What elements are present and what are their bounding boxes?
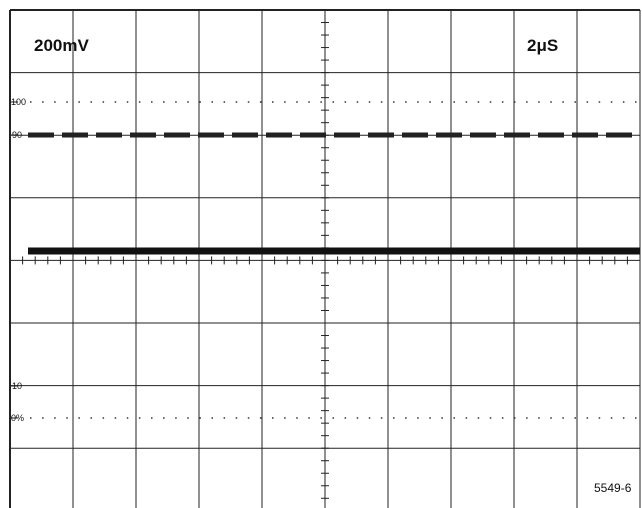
level-label: 0% (11, 413, 24, 423)
level-label: 100 (11, 97, 26, 107)
oscilloscope-screen: 200mV 2μS 100 90 10 0% 5549-6 (0, 0, 642, 508)
page: {"header": {"volts_per_div": "200mV", "t… (0, 0, 642, 508)
level-label: 10 (12, 381, 22, 391)
figure-number: 5549-6 (594, 481, 632, 495)
graticule (10, 10, 640, 508)
level-label: 90 (12, 130, 22, 140)
volts-per-div: 200mV (34, 36, 89, 55)
time-per-div: 2μS (527, 36, 558, 55)
